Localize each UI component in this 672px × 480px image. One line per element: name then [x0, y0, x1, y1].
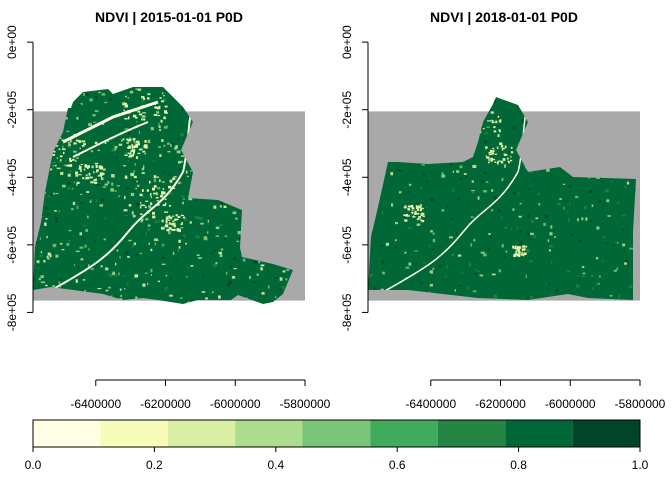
panel-2018: NDVI | 2018-01-01 P0D -6400000 -6200000 -6…: [340, 9, 666, 411]
river-line: [47, 171, 184, 293]
y-tick-label: 0e+00: [340, 25, 354, 59]
colorbar-swatch: [167, 420, 236, 447]
x-tick-label: -5800000: [280, 397, 331, 411]
x-tick-label: -6200000: [140, 397, 191, 411]
colorbar-tick-label: 0.4: [267, 458, 284, 472]
river-line: [72, 121, 149, 158]
panel-title: NDVI | 2018-01-01 P0D: [430, 9, 578, 25]
colorbar-tick-label: 0.2: [146, 458, 163, 472]
colorbar-swatch: [100, 420, 168, 447]
colorbar-tick-label: 1.0: [632, 458, 649, 472]
y-tick-label: -4e+05: [340, 158, 354, 196]
x-tick-label: -6400000: [70, 397, 121, 411]
x-tick-label: -6200000: [475, 397, 526, 411]
y-tick-label: -8e+05: [340, 293, 354, 331]
colorbar-swatch: [33, 420, 101, 447]
x-tick-label: -5800000: [615, 397, 666, 411]
y-tick-label: -4e+05: [5, 158, 19, 196]
y-tick-label: 0e+00: [5, 25, 19, 59]
colorbar-swatch: [235, 420, 303, 447]
colorbar: 0.0 0.2 0.4 0.6 0.8 1.0: [25, 419, 649, 472]
x-tick-label: -6000000: [545, 397, 596, 411]
colorbar-swatch: [370, 420, 438, 447]
colorbar-swatch: [302, 420, 371, 447]
colorbar-swatch: [437, 420, 506, 447]
panel-title: NDVI | 2015-01-01 P0D: [95, 9, 243, 25]
river-line: [62, 100, 159, 144]
colorbar-swatch: [572, 420, 640, 447]
y-tick-label: -6e+05: [340, 226, 354, 264]
x-tick-label: -6400000: [405, 397, 456, 411]
colorbar-tick-label: 0.0: [25, 458, 42, 472]
colorbar-swatch: [505, 420, 573, 447]
river-line: [382, 171, 519, 293]
x-tick-label: -6000000: [210, 397, 261, 411]
y-tick-label: -2e+05: [5, 91, 19, 129]
raster-footprint: [368, 97, 636, 300]
y-tick-label: -2e+05: [340, 91, 354, 129]
colorbar-tick-label: 0.8: [510, 458, 527, 472]
y-tick-label: -6e+05: [5, 226, 19, 264]
y-tick-label: -8e+05: [5, 293, 19, 331]
colorbar-tick-label: 0.6: [389, 458, 406, 472]
panel-2015: NDVI | 2015-01-01 P0D -6400000 -6200000 -6…: [5, 9, 331, 411]
colorbar-frame: [32, 419, 641, 448]
